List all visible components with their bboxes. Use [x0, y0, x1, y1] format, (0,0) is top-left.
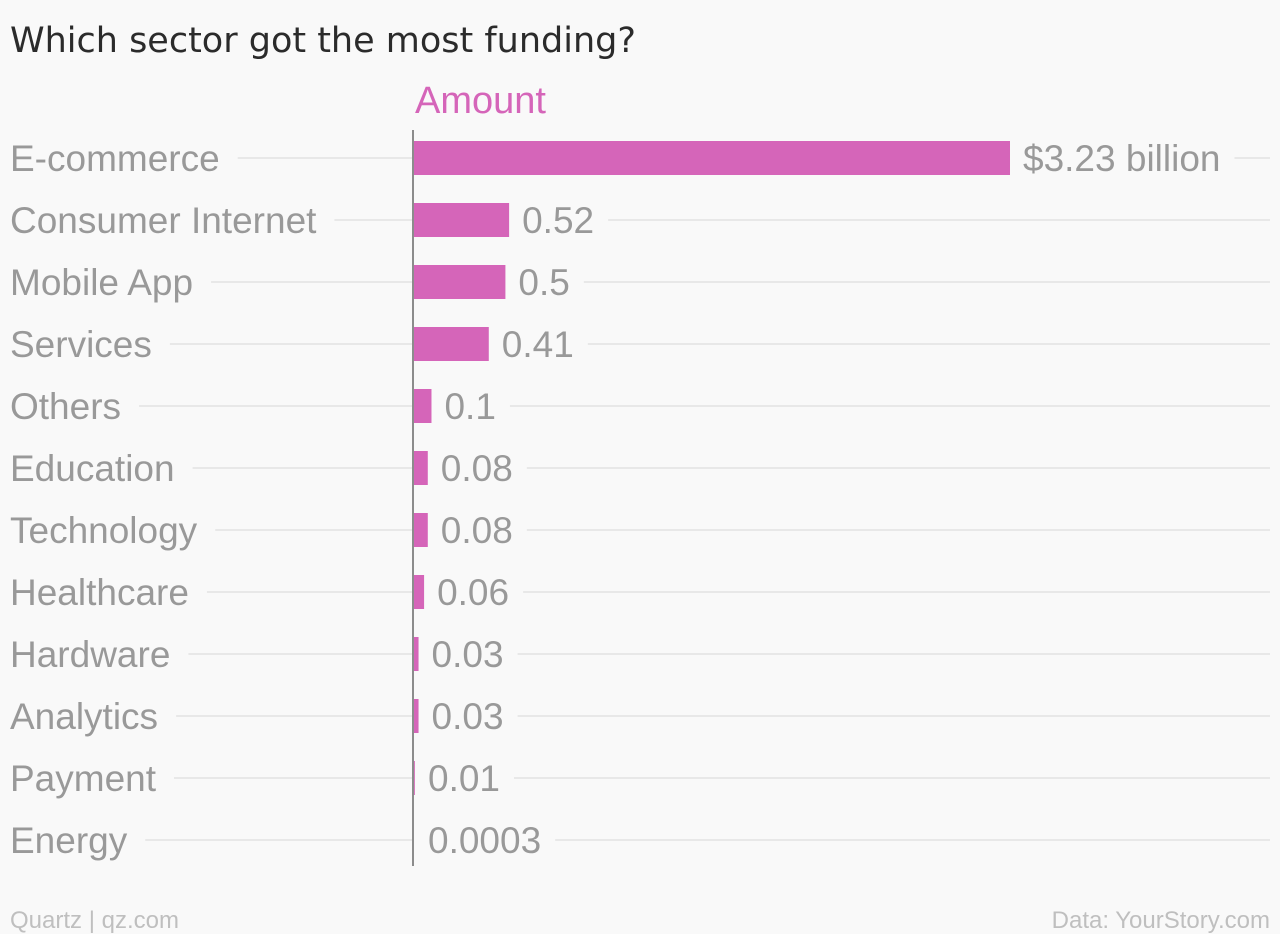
value-label: 0.1	[444, 386, 495, 427]
category-label: Hardware	[10, 634, 170, 675]
category-label: Education	[10, 448, 175, 489]
value-label: 0.5	[518, 262, 569, 303]
series-label: Amount	[415, 80, 546, 122]
category-label: Mobile App	[10, 262, 193, 303]
category-label: Energy	[10, 820, 128, 861]
value-label: 0.08	[441, 510, 513, 551]
category-label: Payment	[10, 758, 157, 799]
bar	[413, 265, 506, 299]
bar	[413, 389, 432, 423]
value-label: 0.01	[428, 758, 500, 799]
category-label: Technology	[10, 510, 198, 551]
value-label: 0.06	[437, 572, 509, 613]
value-label: 0.52	[522, 200, 594, 241]
bar	[413, 141, 1010, 175]
bar	[413, 699, 419, 733]
source-label: Data: YourStory.com	[1052, 907, 1270, 934]
category-labels: E-commerce Consumer Internet Mobile App Ser…	[10, 138, 317, 861]
value-label: 0.0003	[428, 820, 541, 861]
bar	[413, 327, 489, 361]
value-label: 0.03	[432, 696, 504, 737]
value-label: 0.08	[441, 448, 513, 489]
bar	[413, 575, 425, 609]
value-label: 0.41	[502, 324, 574, 365]
category-label: Consumer Internet	[10, 200, 317, 241]
credit-label: Quartz | qz.com	[10, 907, 179, 934]
value-labels: $3.23 billion 0.52 0.5 0.410.1 0.08 0.08 0.06 0…	[428, 138, 1220, 861]
bars	[413, 141, 1010, 857]
bar	[413, 203, 510, 237]
value-label: 0.03	[432, 634, 504, 675]
grid-lines	[139, 157, 1270, 841]
chart-title: Which sector got the most funding?	[10, 21, 636, 61]
category-label: Analytics	[10, 696, 158, 737]
category-label: Services	[10, 324, 152, 365]
category-label: Healthcare	[10, 572, 189, 613]
category-label: Others	[10, 386, 121, 427]
category-label: E-commerce	[10, 138, 220, 179]
bar	[413, 513, 428, 547]
bar	[413, 451, 428, 485]
bar	[413, 637, 419, 671]
value-label: $3.23 billion	[1023, 138, 1220, 179]
